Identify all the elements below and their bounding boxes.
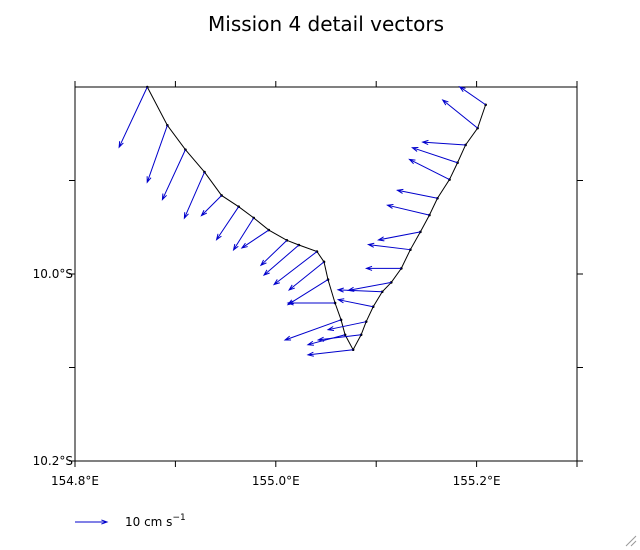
current-vector [286,300,336,306]
x-tick-label: 155.2°E [453,474,501,488]
current-vector [262,244,300,277]
track-point [351,348,355,352]
legend-arrow [75,519,109,525]
current-vector [408,158,450,181]
legend-label: 10 cm s−1 [125,513,186,529]
ship-track [146,86,487,351]
current-vector [396,188,438,199]
current-vector [366,242,411,251]
current-vector [306,334,346,346]
current-vector [118,86,148,149]
current-vector [364,265,402,271]
plot-frame [74,86,578,462]
chart-title: Mission 4 detail vectors [208,12,444,36]
x-tick-label: 155.0°E [252,474,300,488]
current-vector [386,203,430,216]
current-vector [259,239,288,267]
current-vector [377,231,421,242]
current-vector [232,217,255,252]
y-tick-label: 10.0°S [33,267,73,281]
current-vector [411,147,458,164]
current-vector [441,99,478,129]
x-tick-label: 154.8°E [51,474,99,488]
current-vector [183,171,205,220]
current-vector [458,86,486,106]
current-vector [272,251,318,286]
track-point [464,143,467,147]
current-vector [287,261,325,291]
current-vector [200,195,222,217]
current-vector [336,298,374,308]
current-vector [421,139,466,146]
current-vector [326,321,367,332]
current-vector [215,206,240,241]
resize-grip [625,535,637,547]
track-point [436,196,439,200]
current-vector [306,349,354,357]
y-tick-label: 10.2°S [33,454,73,468]
legend-exponent: −1 [172,513,185,523]
current-vector [286,279,329,306]
current-vector [161,149,186,201]
current-vector [146,125,168,184]
current-vector [316,334,362,342]
current-vector [336,287,383,293]
current-vector [346,281,392,292]
track-point [364,320,368,323]
current-vector [240,229,270,249]
legend-unit: 10 cm s [125,515,172,529]
track-point [371,305,375,309]
current-vector [283,319,342,341]
track-point [419,230,422,234]
